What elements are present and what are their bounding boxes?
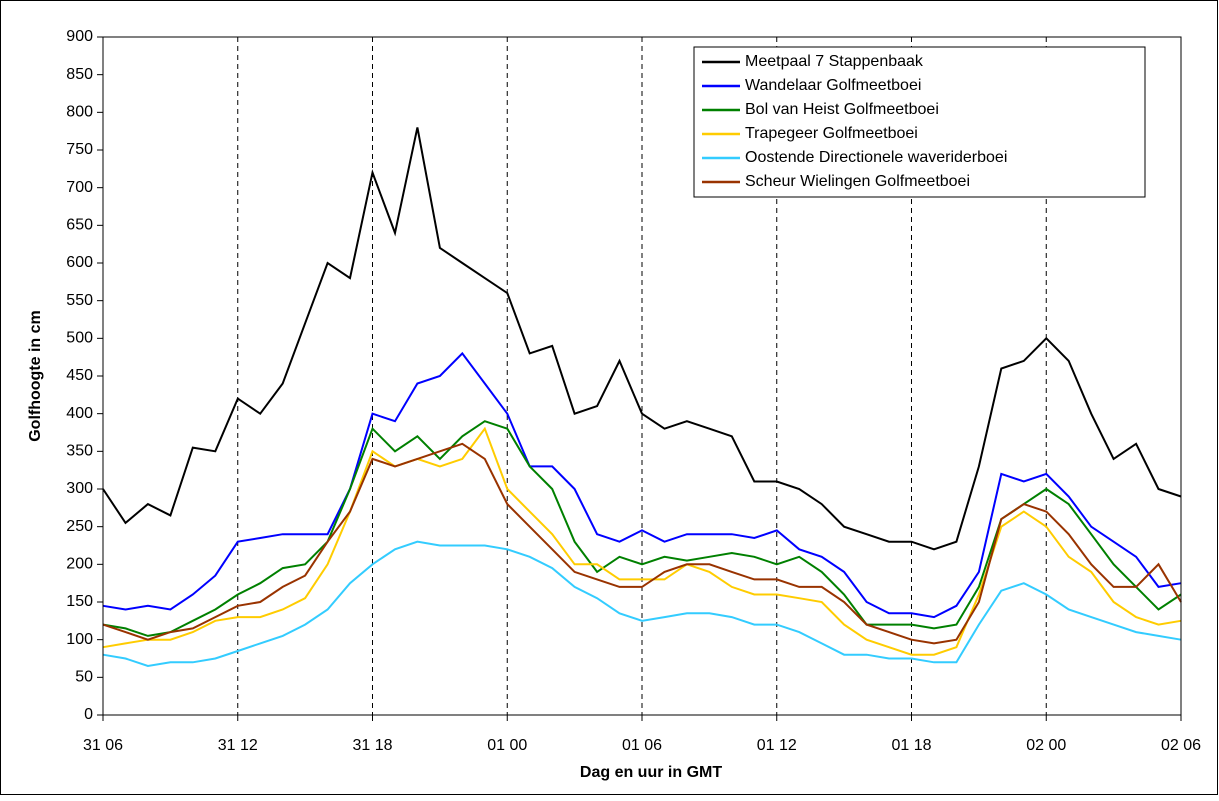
series-line [102,127,1182,551]
lines [102,127,1182,668]
x-tick-label: 02 06 [1161,737,1201,754]
series-line [102,351,1182,619]
y-tick-label: 550 [66,292,93,309]
legend-label: Oostende Directionele waveriderboei [745,149,1007,166]
y-tick-label: 300 [66,480,93,497]
x-axis-label: Dag en uur in GMT [580,764,722,781]
x-tick-label: 01 12 [757,737,797,754]
legend-label: Wandelaar Golfmeetboei [745,77,921,94]
x-tick-label: 01 06 [622,737,662,754]
y-axis-label: Golfhoogte in cm [27,310,44,442]
x-tick-label: 31 12 [218,737,258,754]
legend [693,46,1146,198]
legend-label: Bol van Heist Golfmeetboei [745,101,939,118]
legend-label: Trapegeer Golfmeetboei [745,125,918,142]
y-tick-label: 400 [66,405,93,422]
series-line [102,442,1182,645]
legend-label: Scheur Wielingen Golfmeetboei [745,173,970,190]
y-tick-label: 750 [66,141,93,158]
y-tick-label: 650 [66,217,93,234]
y-tick-label: 200 [66,556,93,573]
y-tick-label: 900 [66,28,93,45]
legend-label: Meetpaal 7 Stappenbaak [745,53,924,70]
y-tick-label: 350 [66,443,93,460]
y-tick-label: 450 [66,367,93,384]
y-tick-label: 0 [84,706,93,723]
y-tick-label: 50 [75,669,93,686]
y-tick-label: 150 [66,593,93,610]
series-line [102,540,1182,668]
series-line [102,426,1182,656]
x-tick-label: 01 00 [487,737,527,754]
y-tick-label: 600 [66,254,93,271]
legend-items: Meetpaal 7 Stappenbaak Wandelaar Golfmeet… [702,53,1007,190]
y-tick-label: 100 [66,631,93,648]
y-tick-label: 800 [66,104,93,121]
y-tick-label: 250 [66,518,93,535]
y-tick-label: 850 [66,66,93,83]
x-tick-label: 02 00 [1026,737,1066,754]
x-tick-label: 31 18 [352,737,392,754]
x-tick-label: 31 06 [83,737,123,754]
y-tick-label: 500 [66,330,93,347]
y-tick-label: 700 [66,179,93,196]
ticks: 0 50 100 150 200 250 300 350 400 450 500 550 600 650 7… [66,28,1201,754]
x-tick-label: 01 18 [891,737,931,754]
